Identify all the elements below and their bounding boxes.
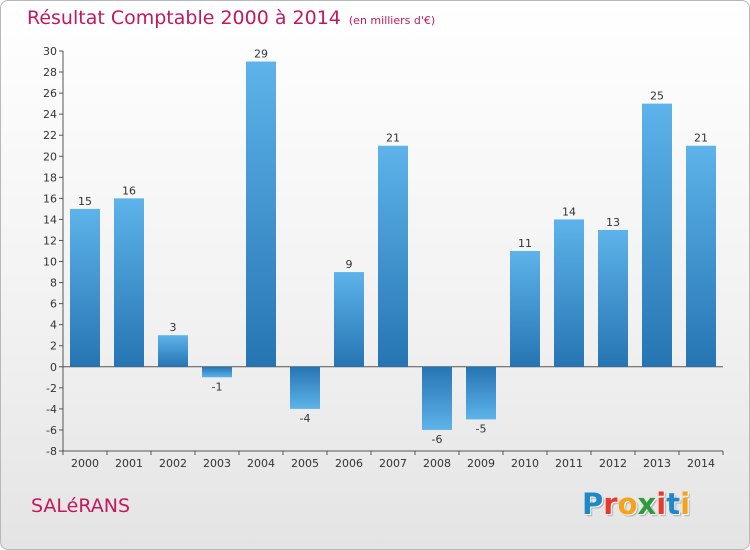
y-tick-label: 24: [43, 108, 57, 121]
data-label: 14: [562, 205, 576, 218]
bar: [290, 366, 320, 409]
bar: [202, 366, 232, 378]
y-tick-label: 12: [43, 234, 57, 247]
x-tick-label: 2006: [335, 457, 363, 470]
bar: [334, 272, 364, 367]
logo-letter: i: [656, 487, 667, 521]
bar: [510, 251, 540, 367]
data-label: 21: [386, 132, 400, 145]
x-tick-label: 2003: [203, 457, 231, 470]
x-tick-label: 2014: [687, 457, 715, 470]
data-label: -4: [300, 412, 311, 425]
y-tick-label: -2: [46, 382, 57, 395]
data-label: 25: [650, 90, 664, 103]
y-tick-label: 4: [50, 319, 57, 332]
y-tick-label: 6: [50, 298, 57, 311]
logo-letter: x: [637, 487, 657, 521]
x-tick-label: 2011: [555, 457, 583, 470]
y-tick-label: 22: [43, 129, 57, 142]
bar: [158, 335, 188, 367]
y-tick-label: 20: [43, 150, 57, 163]
town-name: SALéRANS: [31, 495, 131, 517]
data-label: -6: [432, 433, 443, 446]
y-tick-label: -6: [46, 424, 57, 437]
data-label: 15: [78, 195, 92, 208]
title-row: Résultat Comptable 2000 à 2014 (en millie…: [27, 7, 435, 29]
data-label: 21: [694, 132, 708, 145]
y-tick-label: 14: [43, 213, 57, 226]
x-tick-label: 2007: [379, 457, 407, 470]
bar: [686, 145, 716, 367]
logo-letter: o: [617, 487, 638, 521]
x-tick-label: 2001: [115, 457, 143, 470]
y-tick-label: -8: [46, 445, 57, 458]
x-tick-label: 2012: [599, 457, 627, 470]
x-tick-label: 2002: [159, 457, 187, 470]
data-label: 16: [122, 184, 136, 197]
bar: [378, 145, 408, 367]
data-label: 9: [346, 258, 353, 271]
proxiti-logo: Proxiti: [582, 487, 690, 521]
y-tick-label: 2: [50, 340, 57, 353]
x-tick-label: 2000: [71, 457, 99, 470]
x-tick-label: 2010: [511, 457, 539, 470]
y-tick-label: 0: [50, 361, 57, 374]
logo-letter: P: [582, 487, 604, 521]
x-tick-label: 2013: [643, 457, 671, 470]
bar: [554, 219, 584, 367]
data-label: 29: [254, 48, 268, 61]
data-label: -5: [476, 422, 487, 435]
logo-letter: t: [666, 487, 681, 521]
y-tick-label: 16: [43, 192, 57, 205]
y-tick-label: 30: [43, 45, 57, 58]
bar: [598, 229, 628, 367]
logo-letter: r: [603, 487, 618, 521]
bar: [466, 366, 496, 420]
y-tick-label: 26: [43, 87, 57, 100]
y-tick-label: 8: [50, 277, 57, 290]
x-tick-label: 2004: [247, 457, 275, 470]
data-label: -1: [212, 380, 223, 393]
bar: [114, 198, 144, 367]
bar: [70, 208, 100, 367]
bar: [246, 61, 276, 367]
data-label: 11: [518, 237, 532, 250]
y-tick-label: 10: [43, 256, 57, 269]
data-label: 13: [606, 216, 620, 229]
chart-subtitle: (en milliers d'€): [348, 14, 436, 27]
bar: [422, 366, 452, 430]
bar: [642, 103, 672, 367]
y-tick-label: 28: [43, 66, 57, 79]
chart-title: Résultat Comptable 2000 à 2014: [27, 7, 341, 29]
y-tick-label: -4: [46, 403, 57, 416]
x-tick-label: 2009: [467, 457, 495, 470]
data-label: 3: [170, 321, 177, 334]
logo-letter: i: [680, 487, 691, 521]
x-tick-label: 2005: [291, 457, 319, 470]
y-tick-label: 18: [43, 171, 57, 184]
x-tick-label: 2008: [423, 457, 451, 470]
